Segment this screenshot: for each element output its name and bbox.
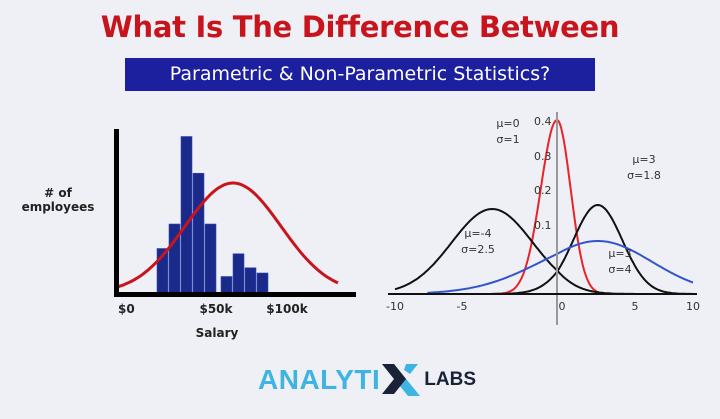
y-axis-label: employees [22, 200, 95, 214]
density-curve [427, 240, 694, 294]
histogram-bar [220, 276, 233, 295]
histogram-bar [244, 267, 257, 295]
normal-curve [117, 181, 339, 289]
histogram-bar [232, 253, 245, 295]
y-tick-label: 0.4 [534, 115, 552, 128]
x-tick-label: 5 [632, 300, 639, 313]
x-tick-label: $100k [266, 302, 308, 316]
subtitle-banner: Parametric & Non-Parametric Statistics? [125, 58, 595, 91]
series-label: μ=0 [496, 117, 519, 130]
histogram-bar [256, 272, 269, 295]
logo-x-icon [382, 364, 421, 396]
density-curve [395, 118, 693, 295]
logo-suffix: LABS [424, 369, 476, 390]
y-tick-label: 0.2 [534, 184, 552, 197]
series-label: σ=1.8 [627, 169, 661, 182]
x-tick-label: $50k [199, 302, 233, 316]
histogram-bar [192, 172, 205, 295]
x-axis [114, 292, 356, 297]
x-tick-label: -10 [386, 300, 404, 313]
page-title: What Is The Difference Between [100, 10, 620, 44]
series-label: σ=4 [608, 263, 631, 276]
series-label: σ=1 [496, 133, 519, 146]
x-tick-label: -5 [457, 300, 468, 313]
y-tick-label: 0.1 [534, 219, 552, 232]
x-axis-label: Salary [196, 326, 239, 340]
series-label: μ=3 [608, 247, 631, 260]
series-label: μ=3 [632, 153, 655, 166]
x-tick-label: 0 [559, 300, 566, 313]
y-axis [114, 129, 119, 296]
x-tick-label: $0 [118, 302, 135, 316]
logo-text: ANALYTI [258, 364, 381, 395]
y-tick-label: 0.3 [534, 150, 552, 163]
x-tick-label: 10 [686, 300, 700, 313]
y-axis-label: # of [44, 186, 72, 200]
histogram-bar [204, 223, 217, 295]
series-label: μ=-4 [464, 227, 491, 240]
series-label: σ=2.5 [461, 243, 495, 256]
analytixlabs-logo: ANALYTI LABS [258, 362, 476, 398]
histogram-bar [180, 136, 193, 295]
